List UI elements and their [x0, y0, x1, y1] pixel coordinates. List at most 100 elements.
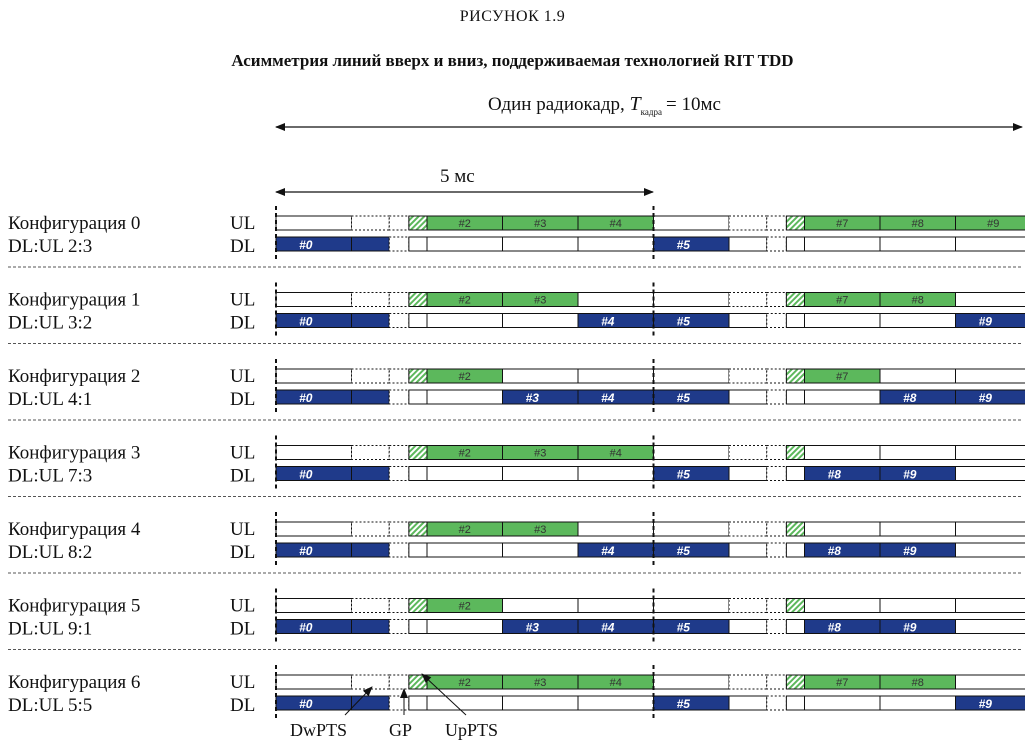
- ul-lane-label: UL: [230, 672, 255, 693]
- configuration-ratio: DL:UL 4:1: [8, 389, 92, 410]
- dl-slot: [728, 236, 768, 252]
- dl-slot: [388, 619, 410, 634]
- ul-subframe-number: #8: [912, 295, 924, 307]
- dl-slot: [275, 466, 352, 481]
- dl-slot: [426, 466, 503, 481]
- dl-subframe-number: #3: [526, 391, 540, 405]
- dl-slot: [728, 695, 768, 711]
- dl-subframe-number: #8: [828, 621, 842, 635]
- ul-slot: [766, 368, 787, 384]
- ul-slot: [408, 445, 428, 460]
- dl-lane-label: DL: [230, 389, 255, 410]
- dl-slot: [804, 313, 881, 328]
- dl-slot: [879, 466, 956, 481]
- configuration-ratio: DL:UL 7:3: [8, 466, 92, 487]
- ul-slot: [785, 368, 806, 384]
- configuration-name: Конфигурация 2: [8, 366, 140, 387]
- frame-label-text: Один радиокадр: [488, 94, 620, 115]
- ul-slot: [955, 292, 1025, 307]
- dl-subframe-number: #0: [299, 238, 313, 252]
- figure-number: РИСУНОК 1.9: [459, 8, 566, 25]
- dl-slot: [408, 389, 428, 405]
- uppts-pointer: [421, 673, 467, 716]
- ul-subframe-number: #2: [459, 448, 471, 460]
- ul-slot: [577, 598, 654, 613]
- dl-slot: [955, 466, 1025, 481]
- ul-slot: [766, 674, 787, 690]
- dl-subframe-number: #0: [299, 315, 313, 329]
- special-subframe-annotations: DwPTS GP UpPTS: [290, 673, 498, 740]
- configuration-name: Конфигурация 6: [8, 672, 140, 693]
- dl-slot: [955, 389, 1025, 405]
- dl-subframe-number: #5: [677, 544, 691, 558]
- dl-subframe-number: #0: [299, 468, 313, 482]
- dl-slot: [766, 466, 787, 481]
- ul-slot: [879, 598, 956, 613]
- dl-subframe-number: #8: [828, 544, 842, 558]
- ul-slot: [728, 598, 768, 613]
- ul-slot: [766, 215, 787, 231]
- dl-slot: [502, 695, 579, 711]
- ul-subframe-number: #4: [610, 677, 622, 689]
- dl-subframe-number: #5: [677, 315, 691, 329]
- dl-slot: [879, 619, 956, 634]
- dl-slot: [577, 389, 654, 405]
- ul-slot: [502, 368, 579, 384]
- dl-subframe-number: #0: [299, 391, 313, 405]
- dl-slot: [728, 389, 768, 405]
- ul-slot: [785, 598, 806, 613]
- ul-slot: [351, 674, 390, 690]
- dl-subframe-number: #4: [601, 391, 615, 405]
- ul-slot: [275, 445, 352, 460]
- dl-slot: [502, 542, 579, 558]
- uppts-label: UpPTS: [445, 720, 498, 740]
- ul-slot: [766, 598, 787, 613]
- ul-slot: [388, 521, 410, 537]
- ul-slot: [577, 521, 654, 537]
- ul-slot: [879, 521, 956, 537]
- ul-lane-label: UL: [230, 213, 255, 234]
- ul-slot: [577, 292, 654, 307]
- dl-subframe-number: #8: [903, 391, 917, 405]
- dl-slot: [653, 313, 730, 328]
- dl-slot: [785, 389, 806, 405]
- dl-slot: [728, 466, 768, 481]
- dl-slot: [388, 695, 410, 711]
- ul-slot: [275, 215, 352, 231]
- dl-slot: [653, 389, 730, 405]
- ul-slot: [408, 521, 428, 537]
- ul-lane-label: UL: [230, 519, 255, 540]
- ul-slot: [388, 445, 410, 460]
- dl-slot: [502, 619, 579, 634]
- ul-slot: [653, 521, 730, 537]
- dl-slot: [408, 542, 428, 558]
- dl-slot: [577, 695, 654, 711]
- ul-slot: [408, 292, 428, 307]
- dl-subframe-number: #5: [677, 238, 691, 252]
- dl-slot: [653, 236, 730, 252]
- dl-slot: [426, 695, 503, 711]
- dl-slot: [577, 542, 654, 558]
- ul-lane-label: UL: [230, 366, 255, 387]
- dl-slot: [388, 389, 410, 405]
- ul-slot: [388, 215, 410, 231]
- dl-slot: [766, 542, 787, 558]
- dl-subframe-number: #0: [299, 697, 313, 711]
- ul-slot: [728, 674, 768, 690]
- dl-slot: [275, 695, 352, 711]
- dl-subframe-number: #0: [299, 621, 313, 635]
- ul-slot: [766, 292, 787, 307]
- dl-slot: [728, 542, 768, 558]
- configuration-name: Конфигурация 1: [8, 290, 140, 311]
- ul-slot: [388, 292, 410, 307]
- dl-slot: [879, 695, 956, 711]
- ul-subframe-number: #3: [534, 677, 546, 689]
- dl-slot: [955, 236, 1025, 252]
- dl-slot: [766, 619, 787, 634]
- dl-slot: [728, 313, 768, 328]
- configuration-name: Конфигурация 5: [8, 596, 140, 617]
- ul-slot: [275, 521, 352, 537]
- dl-subframe-number: #9: [903, 544, 917, 558]
- ul-slot: [275, 292, 352, 307]
